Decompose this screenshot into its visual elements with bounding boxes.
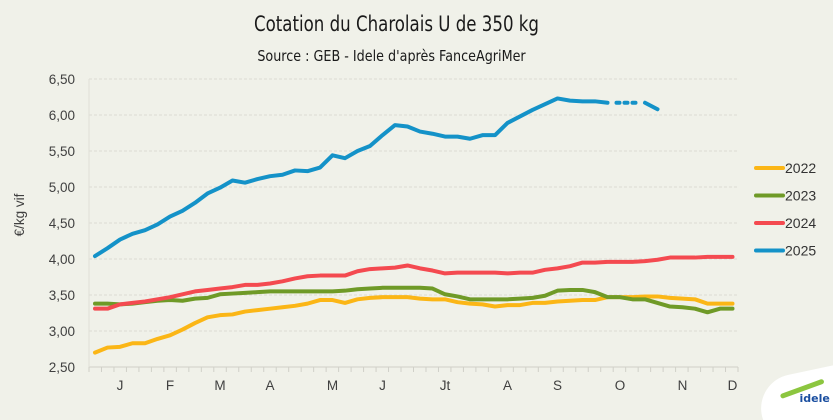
x-month-label: O	[615, 378, 626, 393]
legend-label-2022: 2022	[785, 160, 816, 176]
legend-label-2025: 2025	[785, 243, 816, 259]
x-month-label: J	[379, 378, 386, 393]
x-month-label: F	[166, 378, 174, 393]
series-line-2025	[643, 100, 660, 112]
chart-title: Cotation du Charolais U de 350 kg	[253, 12, 539, 36]
series-line-2024	[93, 254, 735, 311]
y-tick-label: 3,50	[49, 288, 75, 303]
x-month-label: A	[503, 378, 512, 393]
series-line-2023	[93, 285, 735, 315]
y-tick-label: 4,00	[49, 252, 75, 267]
legend-label-2024: 2024	[785, 215, 816, 231]
series-line-2022	[93, 294, 735, 355]
y-tick-label: 2,50	[49, 360, 75, 375]
x-month-label: N	[678, 378, 688, 393]
x-month-label: J	[117, 378, 124, 393]
y-tick-label: 6,00	[49, 108, 75, 123]
y-tick-label: 5,50	[49, 144, 75, 159]
y-tick-label: 5,00	[49, 180, 75, 195]
x-month-label: M	[214, 378, 225, 393]
y-tick-label: 3,00	[49, 324, 75, 339]
y-axis-label: €/kg vif	[12, 193, 27, 236]
series-line-2025	[93, 96, 610, 259]
legend-label-2023: 2023	[785, 188, 816, 204]
chart-subtitle: Source : GEB - Idele d'après FanceAgriMe…	[257, 47, 526, 65]
x-month-label: S	[553, 378, 562, 393]
x-month-label: A	[265, 378, 274, 393]
x-month-label: Jt	[440, 378, 451, 393]
x-month-label: D	[728, 378, 738, 393]
x-month-label: M	[327, 378, 338, 393]
y-tick-label: 6,50	[49, 72, 75, 87]
y-tick-label: 4,50	[49, 216, 75, 231]
